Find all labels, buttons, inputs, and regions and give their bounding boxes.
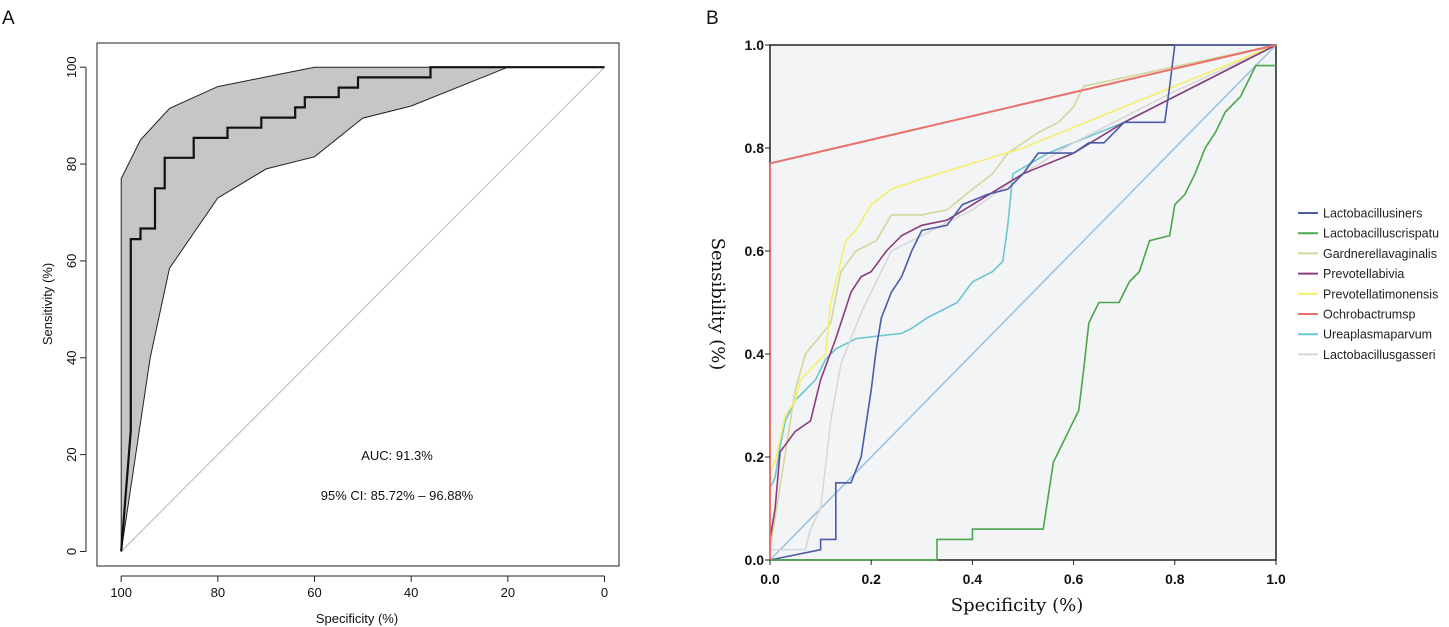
panel-b-x-tick-label: 1.0: [1266, 571, 1286, 587]
panel-b-x-tick-label: 0.0: [760, 571, 780, 587]
panel-b-x-tick-label: 0.4: [963, 571, 983, 587]
panel-a-y-tick-label: 100: [64, 56, 79, 78]
panel-b-y-axis-label: Sensibility (%): [707, 238, 728, 371]
panel-a-y-tick-label: 60: [64, 254, 79, 268]
panel-a-y-tick-label: 80: [64, 157, 79, 171]
legend-label-prevotellabivia: Prevotellabivia: [1323, 267, 1404, 281]
panel-b-y-tick-label: 0.2: [745, 449, 765, 465]
panel-a-x-tick-label: 100: [110, 585, 132, 600]
panel-a-x-axis-label: Specificity (%): [316, 611, 398, 626]
panel-b-legend: Lactobacillusiners Lactobacilluscrispatu G…: [1298, 207, 1439, 362]
panel-a-auc-annotation: AUC: 91.3%: [361, 448, 433, 463]
panel-b-x-tick-label: 0.8: [1165, 571, 1185, 587]
panel-b-x-tick-label: 0.2: [861, 571, 881, 587]
panel-a-chart: 100 80 60 40 20 0 0 20 40 60 80 100 AUC: 91.3% 95%…: [40, 42, 620, 626]
series-line-ochrobactrumsp: [769, 44, 1277, 560]
panel-a-roc-curve: [120, 66, 605, 552]
panel-a-y-tick-label: 20: [64, 447, 79, 461]
panel-a-x-tick-label: 80: [211, 585, 225, 600]
panel-b-y-tick-label: 0.6: [745, 243, 765, 259]
series-line-gardnerellavaginalis: [769, 44, 1277, 550]
panel-b-y-tick-label: 0.0: [745, 552, 765, 568]
series-line-lactobacilluscrispatu: [770, 64, 1276, 561]
panel-a-x-tick-label: 40: [404, 585, 418, 600]
panel-label-b: B: [706, 8, 719, 29]
series-line-lactobacillusiners: [769, 44, 1276, 561]
legend-label-lactobacillusgasseri: Lactobacillusgasseri: [1323, 348, 1436, 362]
panel-a-y-axis-label: Sensitivity (%): [40, 263, 55, 345]
panel-a-x-tick-label: 0: [601, 585, 608, 600]
panel-b-y-tick-label: 0.4: [745, 346, 765, 362]
panel-b-y-tick-label: 1.0: [745, 37, 765, 53]
legend-label-gardnerellavaginalis: Gardnerellavaginalis: [1323, 247, 1437, 261]
panel-b-x-tick-label: 0.6: [1064, 571, 1084, 587]
panel-a-ci-annotation: 95% CI: 85.72% – 96.88%: [321, 488, 474, 503]
series-line-prevotellabivia: [769, 44, 1277, 560]
legend-label-ochrobactrumsp: Ochrobactrumsp: [1323, 308, 1415, 322]
series-line-lactobacillusgasseri: [770, 44, 1277, 551]
panel-a-x-tick-label: 60: [307, 585, 321, 600]
panel-label-a: A: [2, 8, 15, 29]
panel-a-y-tick-label: 0: [64, 548, 79, 555]
legend-label-lactobacillusiners: Lactobacillusiners: [1323, 207, 1422, 221]
panel-a-chance-line: [120, 66, 605, 552]
panel-b-x-axis-label: Specificity (%): [951, 595, 1083, 616]
panel-a-y-tick-label: 40: [64, 351, 79, 365]
panel-b-chart: 0.0 0.2 0.4 0.6 0.8 1.0 0.0 0.2 0.4 0.6 0.8 1.0 La…: [707, 37, 1439, 616]
legend-label-ureaplasmaparvum: Ureaplasmaparvum: [1323, 328, 1432, 342]
panel-b-y-tick-label: 0.8: [745, 140, 765, 156]
legend-label-prevotellatimonensis: Prevotellatimonensis: [1323, 287, 1438, 301]
legend-label-lactobacilluscrispatu: Lactobacilluscrispatu: [1323, 227, 1439, 241]
series-line-prevotellatimonensis: [769, 44, 1277, 473]
panel-a-x-tick-label: 20: [501, 585, 515, 600]
